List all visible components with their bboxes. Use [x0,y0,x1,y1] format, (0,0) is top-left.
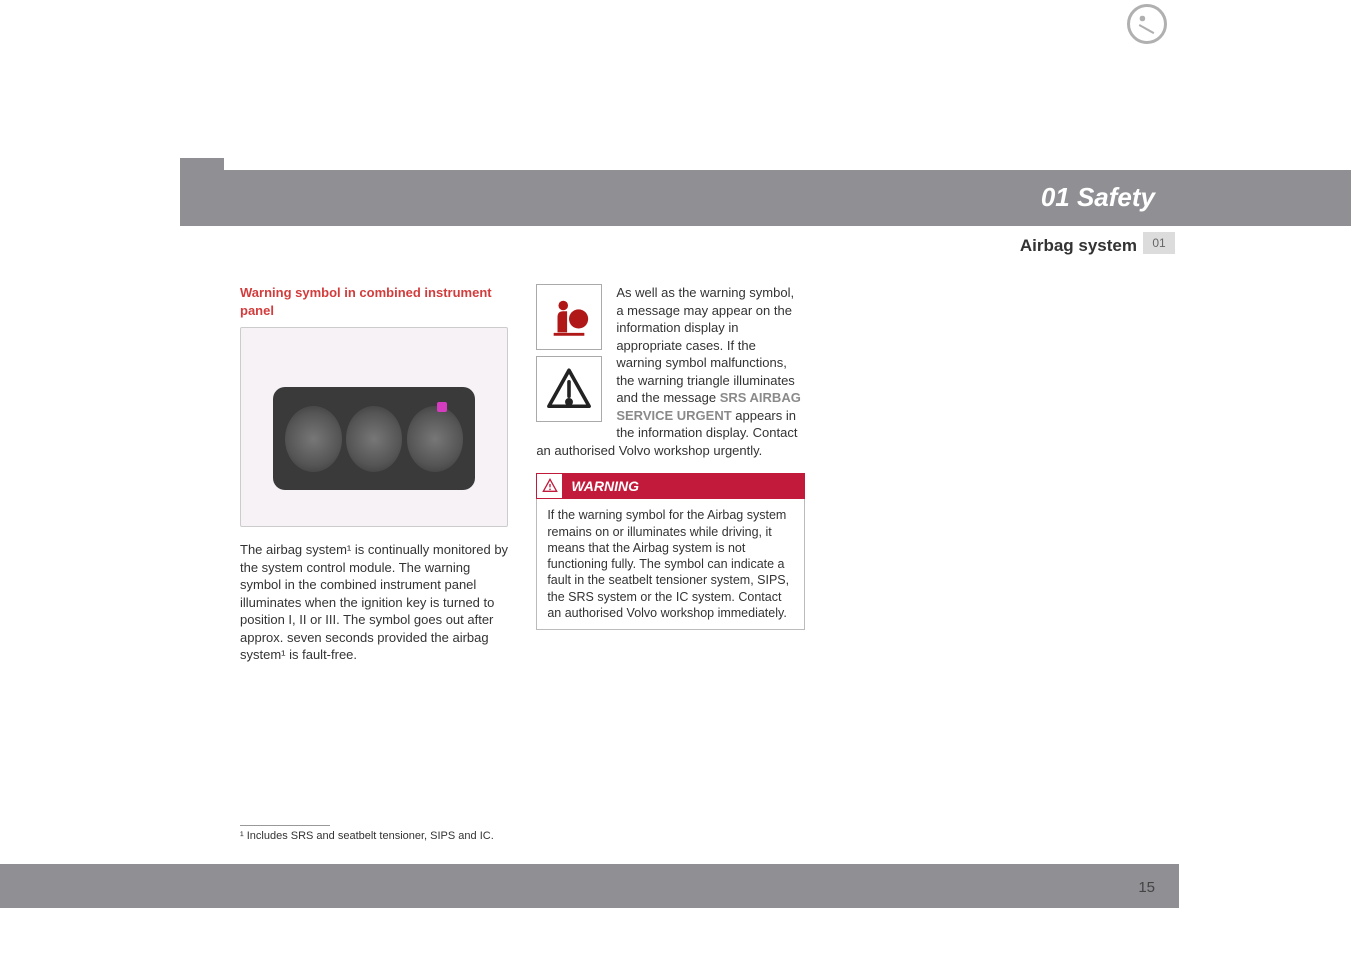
warning-box-header: WARNING [536,473,804,499]
chapter-tab: 01 [1143,232,1175,254]
instrument-cluster-figure [240,327,508,527]
column-1: Warning symbol in combined instrument pa… [240,284,508,664]
warning-label: WARNING [563,474,803,498]
warning-exclaim-icon [537,474,563,498]
col1-body: The airbag system¹ is continually monito… [240,541,508,664]
col1-subhead: Warning symbol in combined instrument pa… [240,284,508,319]
header-band: 01 Safety [180,170,1351,226]
footnote: ¹ Includes SRS and seatbelt tensioner, S… [240,825,510,844]
srs-person-icon [536,284,602,350]
footer-band [0,864,1179,908]
content-columns: Warning symbol in combined instrument pa… [240,284,1101,664]
tab-column [1139,226,1179,766]
col2-intro-a: As well as the warning symbol, a message… [616,285,794,405]
column-3 [833,284,1101,664]
seatbelt-icon [1127,4,1167,44]
warning-body: If the warning symbol for the Airbag sys… [536,499,804,630]
column-2: As well as the warning symbol, a message… [536,284,804,664]
page: 01 Safety Airbag system 01 Warning symbo… [0,0,1351,954]
footnote-text: ¹ Includes SRS and seatbelt tensioner, S… [240,830,494,842]
page-number: 15 [1138,879,1155,896]
section-title: Airbag system [1020,236,1137,256]
chapter-title: 01 Safety [1041,182,1155,213]
warning-symbol-icons [536,284,606,428]
col1-paragraph: The airbag system¹ is continually monito… [240,541,508,664]
warning-triangle-icon [536,356,602,422]
